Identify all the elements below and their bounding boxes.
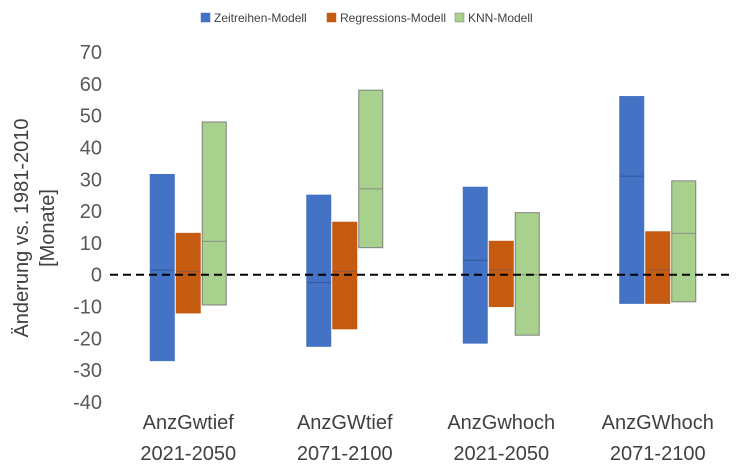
y-tick-label: 40 xyxy=(80,137,102,159)
range-bar-1-cat-3 xyxy=(462,186,488,344)
y-tick-label: -30 xyxy=(73,360,102,382)
y-tick-label: 50 xyxy=(80,106,102,128)
range-bar-3-cat-2 xyxy=(358,89,384,249)
y-tick-label: 0 xyxy=(91,265,102,287)
legend-label-3: KNN-Modell xyxy=(468,11,533,25)
bars xyxy=(149,89,697,362)
y-tick-label: 60 xyxy=(80,74,102,96)
y-tick-label: 10 xyxy=(80,233,102,255)
category-label-line2: 2071-2100 xyxy=(610,443,706,465)
category-label-line2: 2021-2050 xyxy=(140,443,236,465)
y-tick-label: -20 xyxy=(73,328,102,350)
range-bar-1-cat-2 xyxy=(306,194,332,347)
legend: Zeitreihen-Modell Regressions-Modell KNN-M… xyxy=(200,11,533,25)
range-bar-3-cat-1 xyxy=(201,121,227,306)
legend-swatch-1 xyxy=(200,12,211,23)
range-bar-2-cat-1 xyxy=(175,232,201,314)
y-tick-label: 20 xyxy=(80,201,102,223)
y-axis-label-line1: Änderung vs. 1981-2010 xyxy=(11,118,33,337)
x-axis: AnzGwtief 2021-2050 AnzGWtief 2071-2100 AnzG… xyxy=(140,412,713,465)
y-tick-label: 30 xyxy=(80,169,102,191)
y-tick-label: -40 xyxy=(73,392,102,414)
legend-swatch-2 xyxy=(326,12,337,23)
range-bar-2-cat-4 xyxy=(645,231,671,304)
legend-swatch-3 xyxy=(454,12,465,23)
category-label-line1: AnzGwtief xyxy=(143,412,235,434)
category-label-line1: AnzGWtief xyxy=(297,412,393,434)
category-label-line2: 2021-2050 xyxy=(453,443,549,465)
legend-label-2: Regressions-Modell xyxy=(340,11,446,25)
y-tick-label: 70 xyxy=(80,42,102,64)
category-label-line2: 2071-2100 xyxy=(297,443,393,465)
range-bar-1-cat-1 xyxy=(149,174,175,362)
category-label-line1: AnzGwhoch xyxy=(447,412,555,434)
y-axis: -40 -30 -20 -10 0 10 20 30 40 50 60 70 xyxy=(73,42,102,414)
range-bar-3-cat-4 xyxy=(671,180,697,303)
y-axis-label-line2: [Monate] xyxy=(37,189,59,267)
y-tick-label: -10 xyxy=(73,297,102,319)
category-label-line1: AnzGWhoch xyxy=(602,412,714,434)
legend-label-1: Zeitreihen-Modell xyxy=(214,11,307,25)
range-bar-1-cat-4 xyxy=(619,96,645,304)
